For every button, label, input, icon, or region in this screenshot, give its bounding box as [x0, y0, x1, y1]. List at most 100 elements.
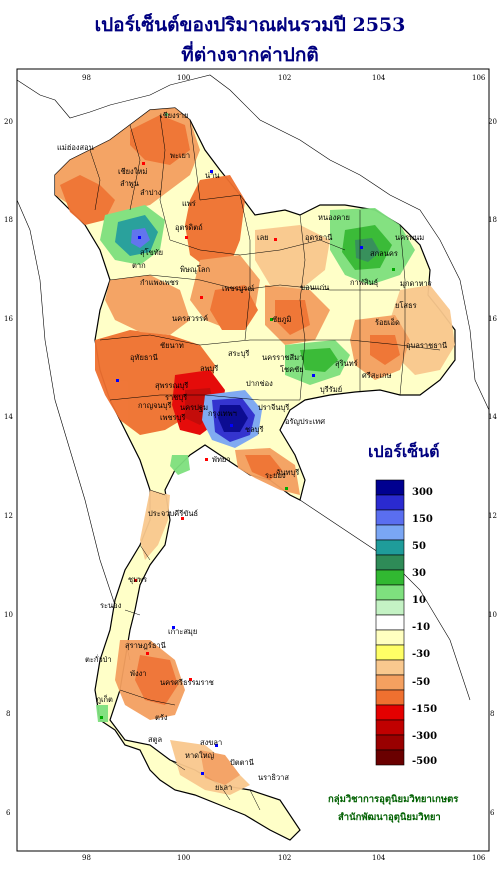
province-label: นครสวรรค์ [172, 314, 208, 323]
lat-tick-right: 12 [488, 512, 497, 520]
lon-tick-bottom: 98 [82, 854, 91, 862]
map-title-line2: ที่ต่างจากค่าปกติ [181, 44, 319, 66]
province-label: สงขลา [200, 738, 222, 747]
province-label: ปากช่อง [246, 379, 273, 388]
legend-swatch [375, 524, 405, 541]
province-label: ตาก [132, 261, 146, 270]
province-label: สุพรรณบุรี [155, 381, 188, 390]
legend-swatch [375, 584, 405, 601]
legend-swatch [375, 674, 405, 691]
legend-swatch [375, 704, 405, 721]
province-label: โชคชัย [280, 365, 304, 374]
province-label: ประจวบคีรีขันธ์ [148, 509, 198, 518]
legend-label: 10 [412, 595, 426, 606]
province-label: อุทัยธานี [130, 353, 158, 362]
province-label: แม่ฮ่องสอน [57, 143, 94, 152]
province-label: ตะกั่วป่า [85, 654, 112, 664]
province-label: พะเยา [170, 151, 190, 160]
rainfall-anomaly-fill [55, 108, 455, 795]
province-label: ระนอง [100, 601, 122, 610]
province-label: เพชรบุรี [160, 413, 185, 422]
lon-tick-top: 100 [177, 74, 190, 82]
province-label: นครปฐม [180, 403, 208, 412]
province-label: ร้อยเอ็ด [375, 317, 400, 327]
province-label: สกลนคร [370, 249, 398, 258]
province-label: ศรีสะเกษ [362, 371, 391, 380]
province-label: เชียงใหม่ [118, 167, 147, 176]
lat-tick-left: 6 [6, 809, 11, 817]
province-labels: เชียงราย แม่ฮ่องสอน พะเยา เชียงใหม่ ลำพู… [57, 111, 447, 792]
legend-label: 30 [412, 568, 426, 579]
lat-tick-left: 10 [4, 611, 13, 619]
lon-tick-top: 104 [372, 74, 386, 82]
province-label: กรุงเทพฯ [208, 409, 237, 418]
legend-swatch [375, 614, 405, 631]
lat-tick-right: 20 [488, 118, 497, 126]
province-label: บุรีรัมย์ [320, 385, 342, 394]
province-label: พัทยา [212, 455, 231, 464]
lat-tick-left: 18 [4, 216, 13, 224]
legend-swatch [375, 749, 405, 766]
lon-tick-bottom: 100 [177, 854, 190, 862]
province-label: ขอนแก่น [300, 283, 329, 292]
lat-tick-left: 12 [4, 512, 13, 520]
province-label: สระบุรี [228, 349, 249, 358]
province-label: กำแพงเพชร [140, 278, 179, 287]
legend-label: -10 [412, 622, 431, 633]
credit-line2: สำนักพัฒนาอุตุนิยมวิทยา [338, 812, 441, 823]
legend-swatch [375, 689, 405, 706]
legend-swatch [375, 629, 405, 646]
province-label: กาญจนบุรี [138, 401, 171, 410]
legend-label: -150 [412, 704, 438, 715]
province-label: ลำพูน [120, 179, 139, 188]
legend-label: 50 [412, 541, 426, 552]
axis-ticks: 98 100 102 104 106 98 100 102 104 106 20… [4, 74, 497, 862]
legend-swatch [375, 734, 405, 751]
province-label: หนองคาย [318, 213, 350, 222]
map-frame [16, 68, 490, 852]
province-label: พังงา [130, 669, 146, 678]
province-label: เกาะสมุย [168, 627, 197, 636]
lat-tick-left: 20 [4, 118, 13, 126]
province-label: แพร่ [182, 199, 196, 208]
province-label: ราชบุรี [165, 393, 187, 402]
province-label: พิษณุโลก [180, 265, 210, 274]
map-title-line1: เปอร์เซ็นต์ของปริมาณฝนรวมปี 2553 [94, 14, 406, 36]
province-label: ตรัง [155, 713, 168, 722]
lon-tick-bottom: 106 [472, 854, 486, 862]
province-label: ชลบุรี [245, 425, 263, 434]
legend-swatch [375, 644, 405, 661]
legend-label: -300 [412, 731, 438, 742]
lat-tick-right: 14 [488, 413, 497, 421]
lon-tick-bottom: 102 [278, 854, 291, 862]
province-label: ลพบุรี [200, 364, 218, 373]
station-markers [100, 113, 395, 775]
lat-tick-left: 16 [4, 315, 13, 323]
province-boundaries [89, 114, 441, 811]
legend-swatch [375, 554, 405, 571]
province-label: จันทบุรี [276, 468, 299, 477]
legend-label: -500 [412, 756, 438, 767]
lon-tick-top: 106 [472, 74, 486, 82]
legend-swatch [375, 539, 405, 556]
lat-tick-right: 8 [490, 710, 494, 718]
province-label: หาดใหญ่ [185, 751, 214, 760]
legend-swatch [375, 719, 405, 736]
province-label: นราธิวาส [258, 773, 289, 782]
province-label: ปราจีนบุรี [258, 403, 289, 412]
lat-tick-right: 10 [488, 611, 497, 619]
province-label: ภูเก็ต [96, 694, 113, 704]
province-label: นครราชสีมา [262, 353, 303, 362]
legend-swatch [375, 494, 405, 511]
legend-label: -30 [412, 649, 431, 660]
province-label: ระยอง [265, 471, 286, 480]
lon-tick-bottom: 104 [372, 854, 386, 862]
province-label: สุราษฎร์ธานี [125, 641, 166, 650]
legend-swatch [375, 569, 405, 586]
province-label: กาฬสินธุ์ [350, 278, 378, 287]
legend-swatch [375, 659, 405, 676]
province-label: ยะลา [215, 783, 232, 792]
province-label: อุตรดิตถ์ [175, 223, 203, 232]
province-label: นครพนม [395, 233, 424, 242]
